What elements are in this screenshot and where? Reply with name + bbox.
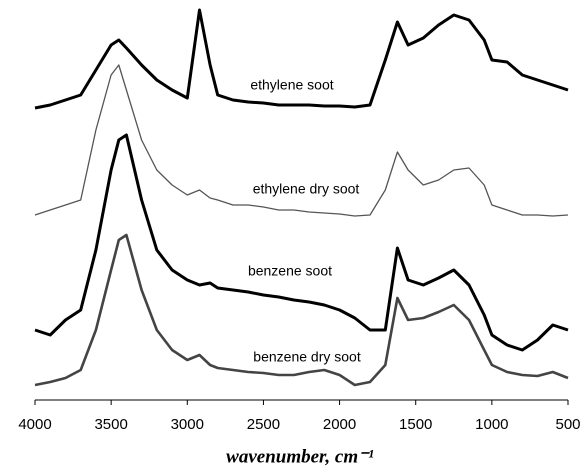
x-axis-label: wavenumber, cm⁻¹ bbox=[226, 446, 374, 467]
x-tick-label: 1500 bbox=[399, 416, 432, 433]
spectrum-line bbox=[34, 133, 569, 352]
series-label: ethylene soot bbox=[250, 77, 333, 93]
spectrum-line bbox=[34, 233, 569, 387]
x-tick-label: 500 bbox=[555, 416, 580, 433]
x-tick-label: 3500 bbox=[94, 416, 127, 433]
x-tick-label: 3000 bbox=[171, 416, 204, 433]
series-label: ethylene dry soot bbox=[253, 181, 360, 197]
series-label: benzene dry soot bbox=[253, 349, 361, 365]
spectrum-line bbox=[34, 8, 569, 110]
x-tick-label: 1000 bbox=[475, 416, 508, 433]
series-label: benzene soot bbox=[248, 263, 332, 279]
spectrum-line bbox=[34, 64, 569, 217]
x-tick-label: 4000 bbox=[18, 416, 51, 433]
x-tick-label: 2500 bbox=[247, 416, 280, 433]
x-tick-label: 2000 bbox=[323, 416, 356, 433]
